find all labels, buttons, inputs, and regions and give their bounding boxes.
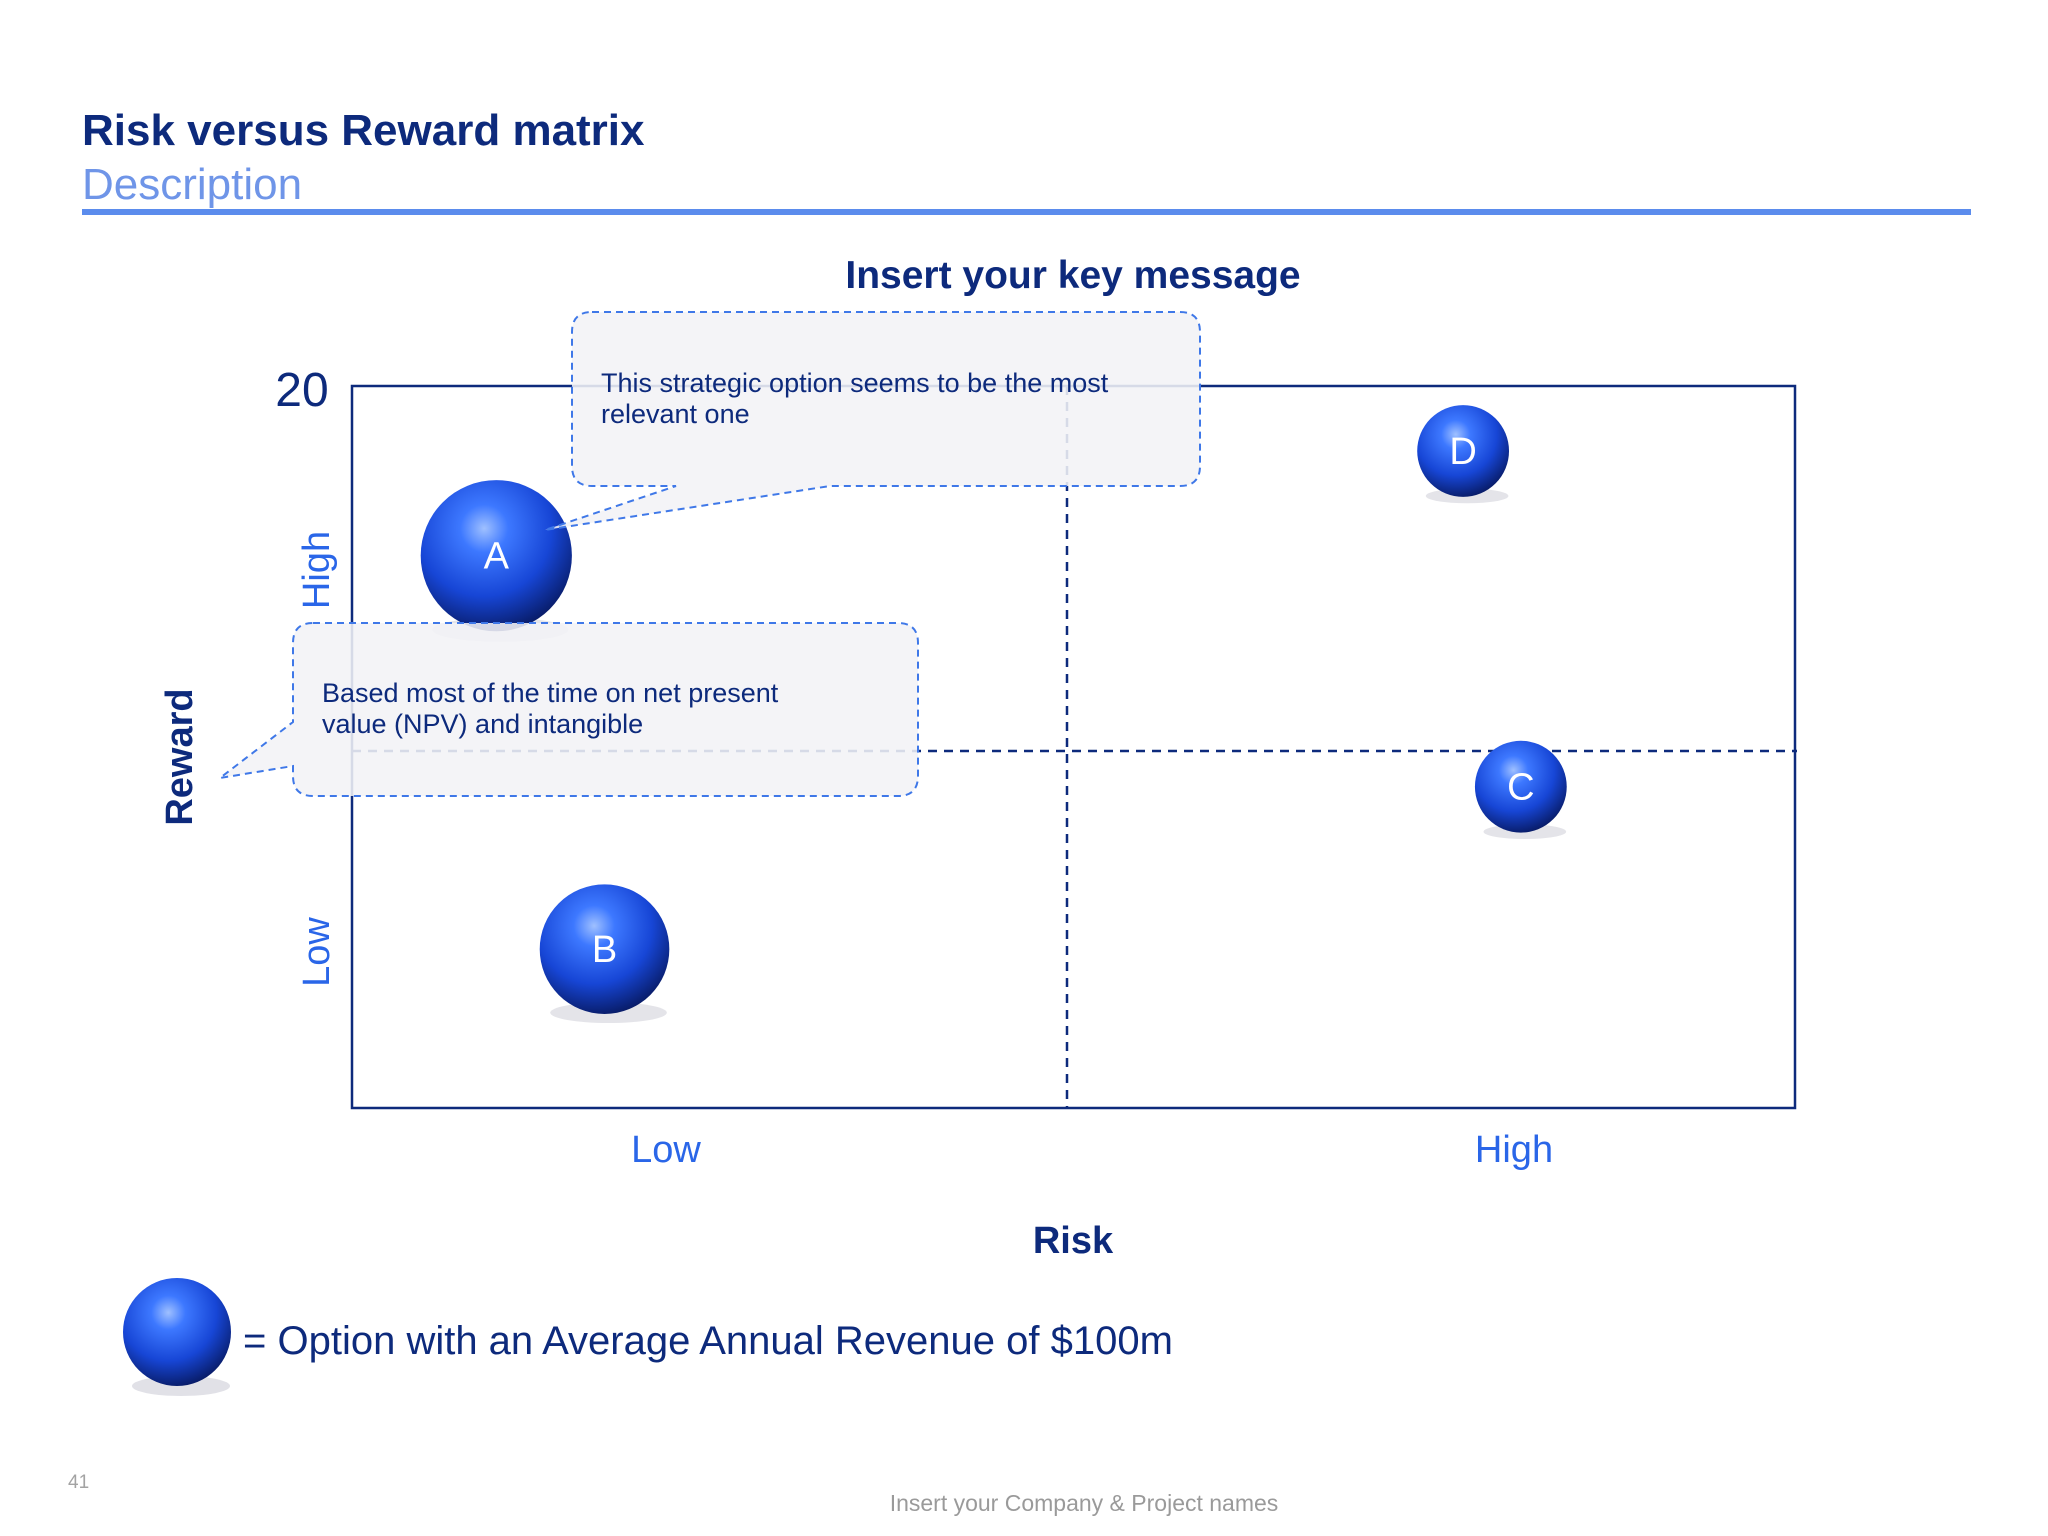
x-axis-label: Risk	[1033, 1220, 1114, 1262]
callout-box	[219, 622, 919, 797]
bubble-point	[1474, 740, 1567, 833]
legend-text: = Option with an Average Annual Revenue …	[243, 1319, 1173, 1363]
callout-most-relevant: This strategic option seems to be the mo…	[544, 311, 1201, 531]
bubble-a: A	[420, 480, 572, 642]
page-number: 41	[68, 1472, 90, 1493]
bubble-b: B	[539, 884, 670, 1024]
bubble-point	[1417, 405, 1510, 497]
slide-title: Risk versus Reward matrix	[82, 106, 645, 155]
y-tick-high: High	[296, 531, 338, 609]
title-divider	[82, 209, 1971, 215]
bubble-d: D	[1417, 405, 1510, 504]
bubble-label: A	[484, 536, 510, 578]
callout-text-line-2: value (NPV) and intangible	[322, 709, 643, 739]
footer-text: Insert your Company & Project names	[889, 1490, 1279, 1516]
x-tick-low: Low	[631, 1129, 701, 1171]
y-tick-low: Low	[296, 917, 338, 987]
callout-npv: Based most of the time on net present va…	[219, 622, 919, 797]
y-axis-label: Reward	[159, 688, 201, 825]
callout-text-line-1: This strategic option seems to be the mo…	[601, 368, 1109, 398]
callout-text-line-2: relevant one	[601, 399, 750, 429]
bubble-c: C	[1474, 740, 1567, 840]
bubble-point	[539, 884, 670, 1014]
bubble-label: B	[592, 929, 617, 971]
callout-box	[544, 311, 1201, 531]
legend-bubble	[123, 1278, 231, 1386]
x-tick-high: High	[1475, 1129, 1553, 1171]
bubble-point	[420, 480, 572, 632]
chart-title: Insert your key message	[845, 254, 1300, 297]
y-max-label: 20	[275, 364, 328, 417]
bubble-label: C	[1507, 767, 1534, 809]
slide-subtitle: Description	[82, 160, 303, 209]
bubble-label: D	[1449, 431, 1476, 473]
legend: = Option with an Average Annual Revenue …	[123, 1278, 1173, 1396]
callout-text-line-1: Based most of the time on net present	[322, 678, 779, 708]
